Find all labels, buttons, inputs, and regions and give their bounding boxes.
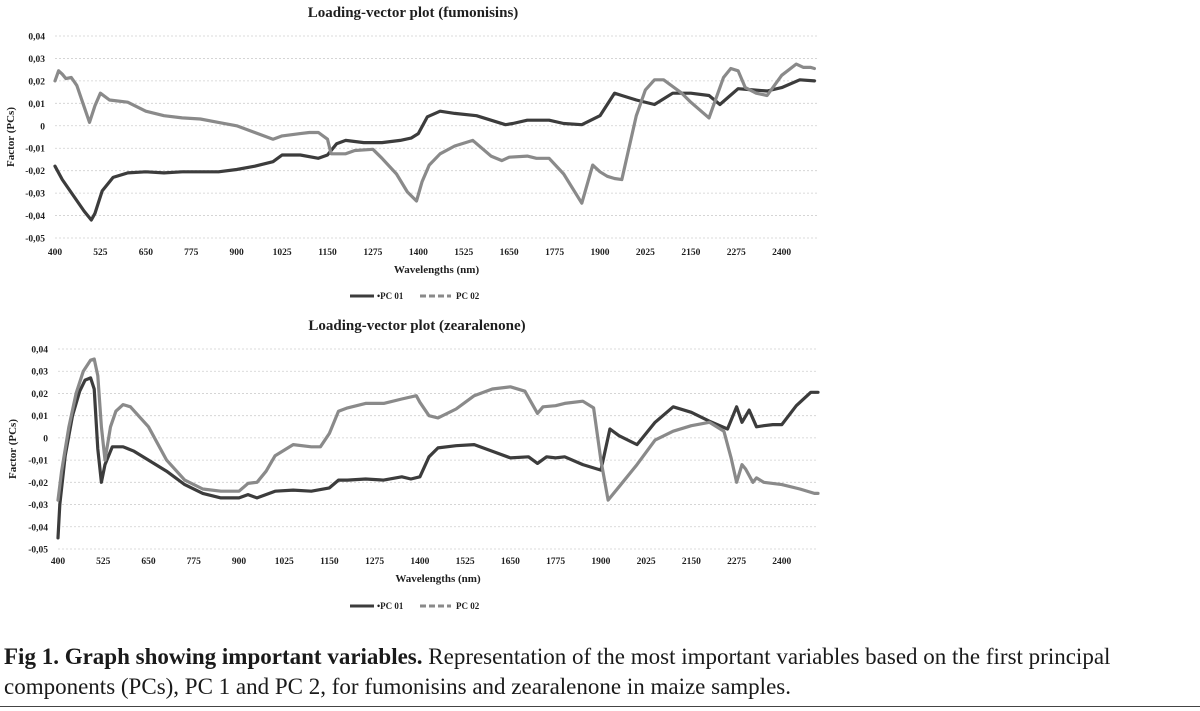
y-tick-label: 0,02 <box>31 390 48 400</box>
y-tick-label: -0,02 <box>25 167 45 177</box>
y-tick-label: -0,04 <box>28 523 48 533</box>
x-tick-label: 1400 <box>410 557 429 567</box>
legend: •PC 01 PC 02 <box>350 601 480 611</box>
x-tick-label: 1025 <box>273 248 292 258</box>
x-tick-label: 900 <box>230 248 245 258</box>
legend-label-pc02: PC 02 <box>456 601 480 611</box>
x-tick-label: 1900 <box>591 248 610 258</box>
legend-label-pc02: PC 02 <box>456 291 480 301</box>
figure-caption: Fig 1. Graph showing important variables… <box>4 642 1196 702</box>
x-tick-label: 1275 <box>363 248 382 258</box>
y-tick-label: -0,05 <box>28 546 48 556</box>
y-tick-label: 0,03 <box>31 368 48 378</box>
x-tick-label: 400 <box>51 557 66 567</box>
x-tick-label: 1025 <box>275 557 294 567</box>
x-tick-label: 1525 <box>456 557 475 567</box>
x-tick-label: 1150 <box>318 248 337 258</box>
zearalenone-chart-panel: Loading-vector plot (zearalenone) 0,04 0,0… <box>0 313 1200 623</box>
x-tick-label: 2400 <box>772 557 791 567</box>
y-tick-label: 0,04 <box>28 33 45 43</box>
x-tick-label: 1775 <box>545 248 564 258</box>
x-axis-label: Wavelengths (nm) <box>394 264 480 276</box>
caption-text: Representation of the most important var… <box>4 644 1111 699</box>
chart-title: Loading-vector plot (fumonisins) <box>308 5 519 21</box>
caption-divider <box>0 706 1200 707</box>
y-tick-label: 0,02 <box>28 77 45 87</box>
chart-title: Loading-vector plot (zearalenone) <box>308 318 525 334</box>
x-tick-label: 2150 <box>682 557 701 567</box>
y-axis-label: Factor (PCs) <box>7 419 19 479</box>
caption-label: Fig 1. Graph showing important variables… <box>4 644 423 669</box>
x-tick-label: 775 <box>187 557 202 567</box>
figure: Loading-vector plot (fumonisins) 0,04 0,03… <box>0 0 1200 623</box>
x-tick-label: 525 <box>93 248 108 258</box>
x-tick-label: 1900 <box>591 557 610 567</box>
fumonisins-chart: Loading-vector plot (fumonisins) 0,04 0,03… <box>5 5 818 301</box>
series-line-pc02 <box>53 62 817 205</box>
y-tick-label: 0 <box>40 122 45 132</box>
x-tick-label: 525 <box>96 557 111 567</box>
y-tick-label: -0,02 <box>28 479 48 489</box>
x-tick-label: 1275 <box>365 557 384 567</box>
x-tick-label: 650 <box>141 557 156 567</box>
y-tick-label: 0 <box>43 434 48 444</box>
x-tick-label: 1650 <box>501 557 520 567</box>
y-axis-label: Factor (PCs) <box>5 107 17 167</box>
fumonisins-chart-panel: Loading-vector plot (fumonisins) 0,04 0,03… <box>0 0 1200 310</box>
y-tick-label: 0,01 <box>31 412 48 422</box>
x-tick-label: 1775 <box>546 557 565 567</box>
legend: •PC 01 PC 02 <box>350 291 480 301</box>
y-tick-label: 0,03 <box>28 55 45 65</box>
y-tick-label: 0,04 <box>31 346 48 356</box>
x-tick-label: 1150 <box>320 557 339 567</box>
x-tick-label: 1400 <box>409 248 428 258</box>
y-tick-label: 0,01 <box>28 100 45 110</box>
x-tick-label: 2275 <box>727 557 746 567</box>
x-axis-label: Wavelengths (nm) <box>395 573 481 585</box>
x-tick-label: 2275 <box>727 248 746 258</box>
x-tick-label: 900 <box>232 557 247 567</box>
zearalenone-chart: Loading-vector plot (zearalenone) 0,04 0,0… <box>7 318 820 611</box>
y-tick-label: -0,03 <box>28 501 48 511</box>
x-tick-label: 2400 <box>772 248 791 258</box>
y-tick-label: -0,04 <box>25 212 45 222</box>
x-tick-label: 650 <box>139 248 154 258</box>
x-tick-label: 2025 <box>637 557 656 567</box>
x-tick-label: 400 <box>48 248 63 258</box>
x-tick-label: 2150 <box>681 248 700 258</box>
x-tick-label: 775 <box>184 248 199 258</box>
legend-label-pc01: •PC 01 <box>377 601 404 611</box>
legend-label-pc01: •PC 01 <box>377 291 404 301</box>
y-tick-label: -0,01 <box>25 145 45 155</box>
y-tick-label: -0,05 <box>25 235 45 245</box>
x-tick-label: 1650 <box>500 248 519 258</box>
x-tick-label: 1525 <box>454 248 473 258</box>
series-line-pc01 <box>56 376 820 540</box>
y-tick-label: -0,03 <box>25 190 45 200</box>
series-line-pc02 <box>56 357 820 502</box>
x-tick-label: 2025 <box>636 248 655 258</box>
y-tick-label: -0,01 <box>28 457 48 467</box>
series-line-pc01 <box>53 78 817 222</box>
